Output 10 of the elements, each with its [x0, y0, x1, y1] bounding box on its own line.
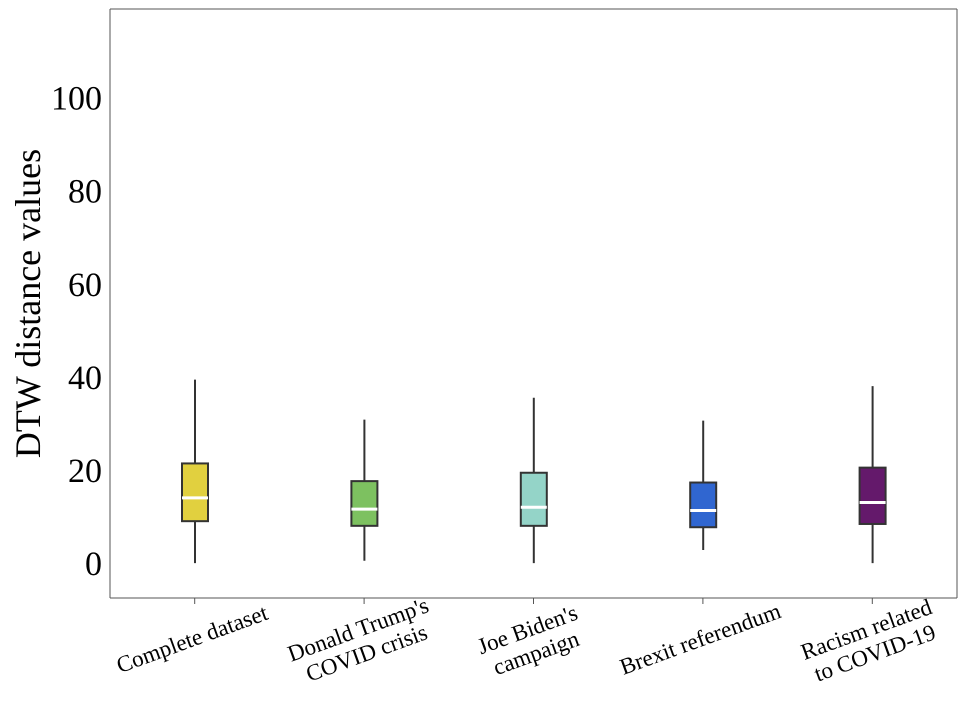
y-tick-label: 100 — [51, 80, 102, 118]
x-tick-label: Complete dataset — [113, 600, 272, 678]
y-axis-title: DTW distance values — [8, 148, 48, 458]
x-tick-label: Donald Trump's COVID crisis — [284, 592, 432, 687]
y-tick-label: 80 — [68, 174, 102, 211]
y-tick-label: 0 — [85, 546, 102, 584]
y-tick-label: 40 — [68, 360, 102, 397]
y-tick-label: 60 — [68, 266, 102, 304]
x-tick-label: Joe Biden's campaign — [474, 600, 583, 680]
y-tick-label: 20 — [68, 453, 102, 490]
